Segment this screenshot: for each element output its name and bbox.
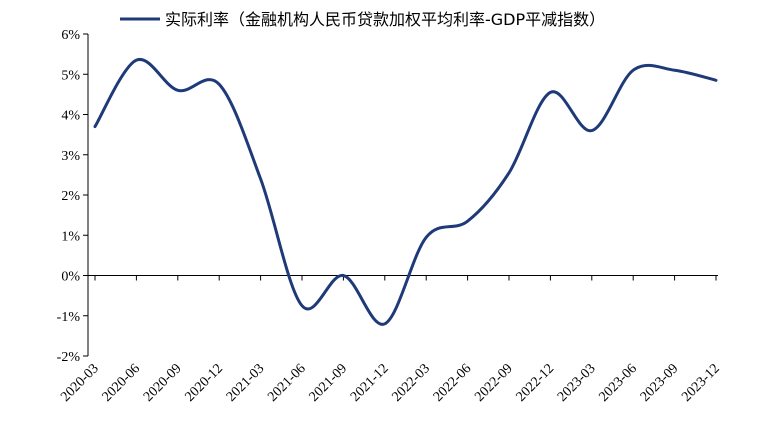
y-tick-label: 4%	[61, 109, 80, 124]
x-tick-label: 2022-09	[472, 361, 516, 405]
y-tick-label: 2%	[61, 189, 80, 204]
x-tick-label: 2023-06	[596, 361, 640, 405]
x-tick-label: 2022-03	[389, 361, 433, 405]
legend: 实际利率（金融机构人民币贷款加权平均利率-GDP平减指数）	[120, 10, 605, 29]
series-line	[93, 57, 718, 326]
x-tick-label: 2023-09	[638, 361, 682, 405]
y-tick-label: -1%	[57, 310, 81, 325]
x-tick-label: 2022-12	[514, 361, 558, 405]
x-tick-label: 2023-03	[555, 361, 599, 405]
y-tick-label: -2%	[57, 350, 81, 365]
x-tick-label: 2020-06	[100, 361, 144, 405]
x-tick-label: 2021-06	[265, 361, 309, 405]
x-tick-label: 2021-03	[224, 361, 268, 405]
plot-area	[93, 57, 718, 326]
y-tick-label: 6%	[61, 28, 80, 43]
x-tick-label: 2020-09	[141, 361, 185, 405]
x-tick-label: 2021-12	[348, 361, 392, 405]
y-tick-label: 1%	[61, 229, 80, 244]
legend-label: 实际利率（金融机构人民币贷款加权平均利率-GDP平减指数）	[165, 10, 605, 29]
x-tick-label: 2022-06	[431, 361, 475, 405]
y-tick-label: 3%	[61, 149, 80, 164]
x-tick-label: 2020-03	[58, 361, 102, 405]
y-tick-label: 5%	[61, 68, 80, 83]
x-tick-label: 2023-12	[679, 361, 723, 405]
x-tick-label: 2020-12	[182, 361, 226, 405]
y-tick-label: 0%	[61, 270, 80, 285]
x-tick-label: 2021-09	[307, 361, 351, 405]
